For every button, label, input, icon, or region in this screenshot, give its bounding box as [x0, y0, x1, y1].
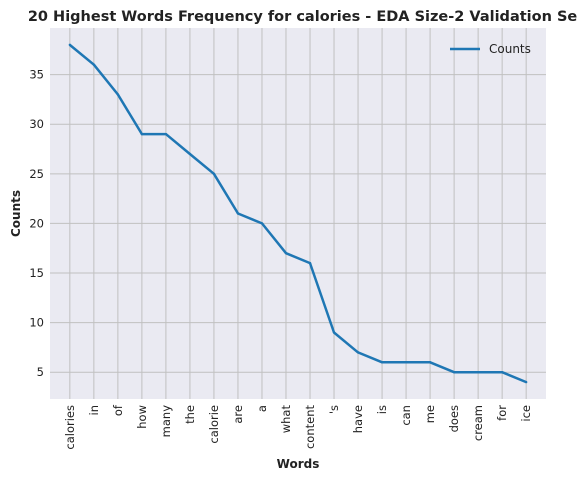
- x-tick-label: for: [495, 405, 509, 421]
- data-point: [165, 133, 167, 135]
- plot-area: [50, 28, 546, 399]
- x-tick-label: a: [255, 405, 269, 412]
- y-tick-label: 35: [29, 68, 44, 82]
- data-point: [117, 93, 119, 95]
- x-tick-label: are: [231, 405, 245, 424]
- x-tick-label: content: [303, 405, 317, 450]
- data-point: [309, 262, 311, 264]
- data-point: [405, 361, 407, 363]
- x-tick-label: what: [279, 405, 293, 434]
- data-point: [141, 133, 143, 135]
- data-point: [501, 371, 503, 373]
- y-axis-label: Counts: [9, 190, 23, 237]
- x-tick-label: me: [423, 405, 437, 423]
- data-point: [237, 212, 239, 214]
- data-point: [213, 173, 215, 175]
- y-tick-label: 25: [29, 167, 44, 181]
- x-tick-label: 's: [327, 405, 341, 414]
- data-point: [69, 44, 71, 46]
- x-tick-label: many: [159, 405, 173, 438]
- x-tick-label: cream: [471, 405, 485, 441]
- x-tick-label: ice: [519, 405, 533, 422]
- legend-label-counts: Counts: [489, 42, 531, 56]
- x-tick-label: of: [111, 404, 125, 416]
- x-axis-ticks: calories in of how many the calorie are a what con…: [63, 404, 533, 450]
- data-point: [429, 361, 431, 363]
- y-axis-ticks: 5 10 15 20 25 30 35: [29, 68, 44, 380]
- data-point: [189, 153, 191, 155]
- x-tick-label: does: [447, 405, 461, 432]
- chart-title: 20 Highest Words Frequency for calories …: [28, 9, 577, 25]
- y-tick-label: 20: [29, 216, 44, 230]
- y-tick-label: 5: [37, 365, 44, 379]
- data-point: [333, 331, 335, 333]
- y-tick-label: 15: [29, 266, 44, 280]
- x-tick-label: have: [351, 405, 365, 433]
- data-point: [261, 222, 263, 224]
- data-point: [285, 252, 287, 254]
- x-tick-label: in: [87, 405, 101, 415]
- y-tick-label: 10: [29, 316, 44, 330]
- x-tick-label: how: [135, 405, 149, 429]
- data-point: [477, 371, 479, 373]
- data-point: [525, 381, 527, 383]
- data-point: [453, 371, 455, 373]
- x-tick-label: can: [399, 405, 413, 426]
- x-tick-label: is: [375, 405, 389, 414]
- data-point: [93, 64, 95, 66]
- x-tick-label: calories: [63, 405, 77, 450]
- data-point: [357, 351, 359, 353]
- data-point: [381, 361, 383, 363]
- y-tick-label: 30: [29, 117, 44, 131]
- x-axis-label: Words: [277, 457, 320, 471]
- x-tick-label: the: [183, 405, 197, 424]
- x-tick-label: calorie: [207, 405, 221, 444]
